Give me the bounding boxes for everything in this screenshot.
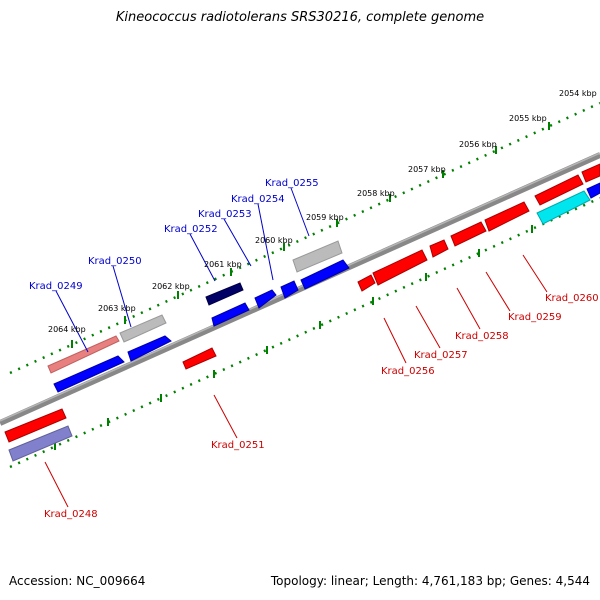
leader-krad-0248 <box>44 461 69 508</box>
gene-label-krad-0249[interactable]: Krad_0249 <box>29 281 83 292</box>
genome-backbone <box>0 152 600 426</box>
gene-label-krad-0255[interactable]: Krad_0255 <box>265 178 319 189</box>
gene-label-krad-0260[interactable]: Krad_0260 <box>545 293 599 304</box>
gene-krad-0251[interactable] <box>182 347 217 370</box>
gene-label-krad-0257[interactable]: Krad_0257 <box>414 350 468 361</box>
gene-krad-0260[interactable] <box>534 174 584 206</box>
kbp-label-2064: 2064 kbp <box>48 325 86 334</box>
gene-label-krad-0251[interactable]: Krad_0251 <box>211 440 265 451</box>
kbp-label-2056: 2056 kbp <box>459 140 497 149</box>
kbp-label-2063: 2063 kbp <box>98 304 136 313</box>
gene-label-krad-0253[interactable]: Krad_0253 <box>198 209 252 220</box>
kbp-label-2054: 2054 kbp <box>559 89 597 98</box>
gene-cyan[interactable] <box>536 190 591 225</box>
gene-krad-0253[interactable] <box>254 289 277 309</box>
kbp-label-2058: 2058 kbp <box>357 189 395 198</box>
leader-krad-0255 <box>290 187 310 237</box>
gene-label-krad-0252[interactable]: Krad_0252 <box>164 224 218 235</box>
gene-label-krad-0248[interactable]: Krad_0248 <box>44 509 98 520</box>
gene-krad-0249-lower[interactable] <box>53 355 125 393</box>
kbp-label-2060: 2060 kbp <box>255 236 293 245</box>
gene-krad-0256[interactable] <box>357 274 376 292</box>
gene-krad-0252[interactable] <box>205 282 244 306</box>
gene-label-krad-0259[interactable]: Krad_0259 <box>508 312 562 323</box>
gene-krad-0250[interactable] <box>119 314 167 343</box>
gene-krad-0259[interactable] <box>484 201 530 232</box>
upper-tick-track <box>9 101 600 375</box>
gene-krad-0255[interactable] <box>292 240 343 273</box>
leader-krad-0258 <box>456 287 481 330</box>
kbp-label-2059: 2059 kbp <box>306 213 344 222</box>
gene-krad-0252-lower[interactable] <box>211 302 250 327</box>
genome-backbone-highlight <box>0 152 600 422</box>
leader-krad-0254 <box>257 203 274 281</box>
gene-label-krad-0250[interactable]: Krad_0250 <box>88 256 142 267</box>
leader-krad-0260 <box>522 254 548 293</box>
leader-krad-0251 <box>213 394 238 439</box>
gene-krad-0249[interactable] <box>47 335 120 374</box>
leader-krad-0250 <box>112 265 132 328</box>
gene-krad-0248-lower[interactable] <box>8 425 73 462</box>
gene-edge-blue[interactable] <box>586 182 600 199</box>
gene-label-krad-0258[interactable]: Krad_0258 <box>455 331 509 342</box>
leader-krad-0252 <box>189 233 216 282</box>
gene-krad-0248[interactable] <box>4 408 67 443</box>
leader-krad-0253 <box>223 218 252 267</box>
gene-krad-0257[interactable] <box>372 249 428 286</box>
topology-text: Topology: linear; Length: 4,761,183 bp; … <box>270 574 590 588</box>
leader-krad-0257 <box>415 305 441 349</box>
gene-krad-0254[interactable] <box>280 280 299 299</box>
kbp-label-2055: 2055 kbp <box>509 114 547 123</box>
leader-krad-0249 <box>55 290 89 353</box>
kbp-label-2057: 2057 kbp <box>408 165 446 174</box>
gene-krad-0255-lower[interactable] <box>300 259 350 290</box>
gene-krad-0258-small[interactable] <box>429 239 449 258</box>
gene-label-krad-0254[interactable]: Krad_0254 <box>231 194 285 205</box>
gene-edge-red[interactable] <box>581 163 600 183</box>
gene-krad-0250-lower[interactable] <box>127 335 172 362</box>
kbp-label-2061: 2061 kbp <box>204 260 242 269</box>
map-title: Kineococcus radiotolerans SRS30216, comp… <box>115 10 485 25</box>
kbp-label-2062: 2062 kbp <box>152 282 190 291</box>
accession-text: Accession: NC_009664 <box>9 574 146 588</box>
leader-krad-0256 <box>383 317 407 364</box>
gene-krad-0258[interactable] <box>450 221 487 247</box>
leader-krad-0259 <box>485 271 511 312</box>
gene-label-krad-0256[interactable]: Krad_0256 <box>381 366 435 377</box>
